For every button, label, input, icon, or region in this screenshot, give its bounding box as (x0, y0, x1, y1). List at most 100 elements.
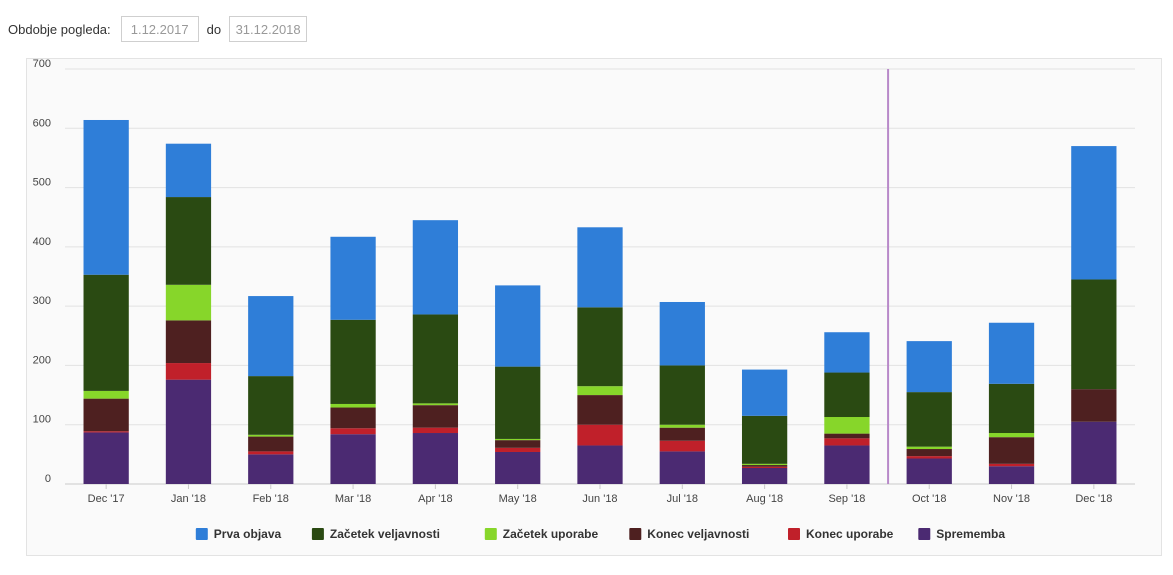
bar-segment[interactable] (577, 227, 623, 308)
bar-segment[interactable] (824, 372, 870, 418)
bar-segment[interactable] (988, 322, 1035, 384)
legend-swatch[interactable] (311, 528, 324, 540)
bar-segment[interactable] (741, 463, 788, 466)
bar-segment[interactable] (741, 415, 788, 464)
bar-segment[interactable] (330, 403, 376, 408)
bar-segment[interactable] (906, 456, 952, 459)
bar-segment[interactable] (1071, 421, 1117, 484)
bar-segment[interactable] (412, 403, 459, 406)
legend-item-label[interactable]: Konec uporabe (806, 527, 894, 541)
bar-segment[interactable] (988, 466, 1035, 484)
x-tick-label: Jan '18 (171, 493, 206, 505)
bar-segment[interactable] (330, 236, 376, 320)
bar-segment[interactable] (824, 445, 870, 484)
bar-segment[interactable] (83, 119, 129, 275)
bar-segment[interactable] (165, 379, 212, 484)
x-tick-label: Feb '18 (253, 493, 289, 505)
legend-item-label[interactable]: Prva objava (214, 527, 282, 541)
y-tick-label: 100 (33, 414, 51, 426)
bar-segment[interactable] (741, 369, 788, 416)
bar-segment[interactable] (824, 332, 870, 373)
bar-segment[interactable] (83, 432, 129, 484)
bar-segment[interactable] (906, 392, 952, 447)
bar-segment[interactable] (906, 341, 952, 393)
bar-segment[interactable] (659, 440, 705, 452)
bar-segment[interactable] (988, 463, 1035, 467)
bar-segment[interactable] (248, 454, 294, 484)
bar-segment[interactable] (412, 314, 459, 404)
bar-segment[interactable] (248, 434, 294, 437)
date-from-input[interactable] (120, 16, 199, 42)
bar-segment[interactable] (248, 436, 294, 452)
bar-segment[interactable] (659, 451, 705, 484)
legend-item-label[interactable]: Konec veljavnosti (647, 527, 749, 541)
bar-segment[interactable] (165, 363, 212, 380)
bar-segment[interactable] (988, 383, 1035, 434)
legend-swatch[interactable] (484, 528, 497, 540)
bar-segment[interactable] (824, 438, 870, 446)
date-filter-bar: Obdobje pogleda: do (8, 15, 308, 43)
legend-swatch[interactable] (788, 528, 800, 540)
bar-segment[interactable] (412, 427, 459, 434)
bar-segment[interactable] (741, 465, 788, 467)
bar-segment[interactable] (495, 366, 541, 439)
bar-segment[interactable] (577, 424, 623, 446)
legend-swatch[interactable] (195, 528, 208, 540)
bar-segment[interactable] (330, 407, 376, 429)
bar-segment[interactable] (83, 274, 129, 391)
bar-segment[interactable] (495, 451, 541, 484)
bar-segment[interactable] (577, 445, 623, 484)
bar-segment[interactable] (1071, 389, 1117, 422)
x-tick-label: Sep '18 (828, 493, 865, 505)
bar-segment[interactable] (741, 467, 788, 484)
bar-segment[interactable] (906, 458, 952, 484)
bar-segment[interactable] (906, 449, 952, 457)
bar-segment[interactable] (495, 440, 541, 448)
bar-segment[interactable] (165, 284, 212, 321)
bar-segment[interactable] (83, 431, 129, 433)
bar-segment[interactable] (330, 319, 376, 404)
bar-segment[interactable] (248, 376, 294, 435)
legend-swatch[interactable] (918, 528, 931, 540)
x-tick-label: Apr '18 (418, 493, 453, 505)
legend-swatch[interactable] (629, 528, 642, 540)
bar-segment[interactable] (906, 446, 952, 450)
bar-segment[interactable] (495, 438, 541, 441)
bar-segment[interactable] (165, 143, 212, 198)
bar-segment[interactable] (330, 428, 376, 435)
bar-segment[interactable] (577, 395, 623, 425)
bar-segment[interactable] (988, 437, 1035, 464)
bar-segment[interactable] (1071, 279, 1117, 390)
bar-segment[interactable] (577, 386, 623, 396)
bar-segment[interactable] (988, 433, 1035, 438)
date-to-input[interactable] (229, 16, 308, 42)
x-tick-label: May '18 (499, 493, 537, 505)
bar-segment[interactable] (248, 296, 294, 377)
x-tick-label: Aug '18 (746, 493, 783, 505)
bar-segment[interactable] (577, 307, 623, 387)
bar-segment[interactable] (824, 417, 870, 434)
bar-segment[interactable] (248, 451, 294, 455)
bar-segment[interactable] (83, 390, 129, 399)
bar-segment[interactable] (1071, 146, 1117, 280)
bar-segment[interactable] (412, 405, 459, 428)
bar-segment[interactable] (412, 433, 459, 484)
bar-segment[interactable] (659, 301, 705, 366)
bar-segment[interactable] (165, 320, 212, 364)
bar-segment[interactable] (659, 427, 705, 441)
bar-segment[interactable] (824, 433, 870, 439)
bar-segment[interactable] (83, 398, 129, 432)
bar-segment[interactable] (741, 466, 788, 468)
bar-segment[interactable] (165, 197, 212, 285)
bar-segment[interactable] (495, 447, 541, 452)
bar-segment[interactable] (412, 220, 459, 315)
bar-segment[interactable] (330, 434, 376, 484)
bar-segment[interactable] (659, 365, 705, 425)
x-tick-label: Nov '18 (993, 493, 1030, 505)
bar-segment[interactable] (495, 285, 541, 367)
x-tick-label: Mar '18 (335, 493, 371, 505)
legend-item-label[interactable]: Sprememba (936, 527, 1005, 541)
legend-item-label[interactable]: Začetek veljavnosti (330, 527, 440, 541)
bar-segment[interactable] (659, 424, 705, 428)
legend-item-label[interactable]: Začetek uporabe (503, 527, 599, 541)
